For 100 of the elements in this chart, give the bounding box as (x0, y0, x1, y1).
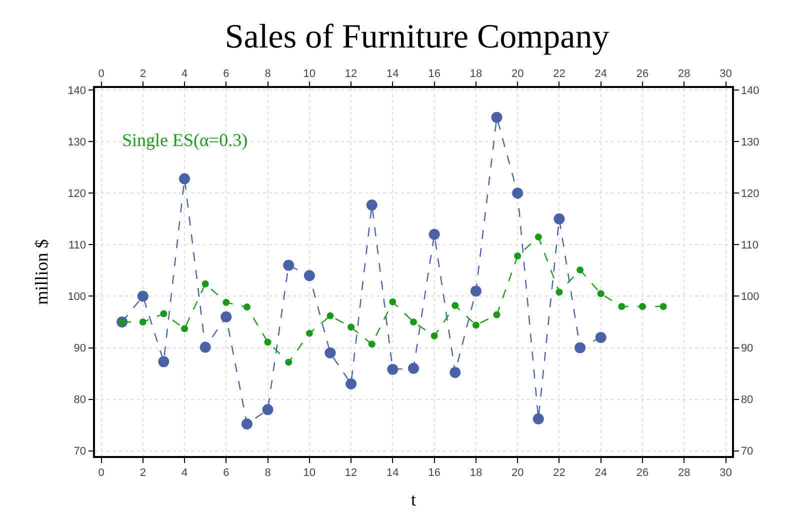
y-tick-label: 110 (68, 240, 86, 252)
point (554, 213, 565, 224)
x-tick-label: 10 (303, 68, 316, 80)
point (574, 342, 586, 354)
x2-tick-label: 16 (428, 466, 440, 479)
x-tick-label: 14 (386, 68, 399, 80)
x2-tick-label: 4 (181, 466, 188, 479)
point (428, 228, 440, 240)
point (618, 303, 626, 310)
point (430, 332, 438, 340)
point (410, 318, 417, 326)
point (534, 233, 542, 240)
y-tick-label: 130 (68, 136, 86, 148)
x-tick-label: 18 (470, 68, 482, 80)
x-axis-title: t (410, 490, 416, 510)
point (304, 270, 315, 282)
x2-tick-label: 12 (344, 466, 358, 479)
point (595, 332, 606, 343)
x-tick-label: 24 (594, 68, 607, 80)
point (241, 418, 252, 430)
x-tick-label: 6 (223, 68, 230, 80)
point (326, 312, 334, 320)
y-axis-title: million $ (31, 239, 52, 305)
x-tick-label: 2 (140, 68, 146, 80)
point (306, 330, 313, 337)
x-tick-label: 12 (344, 68, 358, 80)
point (389, 298, 396, 306)
y2-tick-label: 130 (740, 136, 760, 148)
point (137, 290, 148, 302)
x-tick-label: 8 (264, 68, 271, 80)
point (179, 173, 190, 184)
x-tick-label: 28 (678, 68, 690, 80)
x2-tick-label: 6 (223, 466, 230, 479)
point (220, 311, 232, 322)
chart-title: Sales of Furniture Company (224, 18, 610, 56)
y-tick-label: 140 (68, 84, 86, 97)
x2-tick-label: 24 (594, 466, 607, 479)
x2-tick-label: 30 (720, 466, 732, 479)
x2-tick-label: 26 (636, 466, 649, 479)
point (556, 288, 563, 296)
point (348, 324, 355, 331)
x2-tick-label: 22 (553, 466, 566, 479)
x-tick-label: 20 (511, 68, 524, 80)
point (368, 340, 376, 348)
point (597, 290, 604, 298)
x2-tick-label: 18 (470, 466, 482, 479)
y-tick-label: 90 (74, 342, 86, 355)
x-tick-label: 0 (98, 68, 104, 80)
point (514, 252, 522, 260)
y-tick-label: 80 (74, 394, 86, 406)
y-tick-label: 70 (74, 446, 86, 458)
x2-tick-label: 20 (511, 466, 524, 479)
point (452, 302, 459, 309)
point (139, 318, 146, 326)
x-tick-label: 30 (720, 68, 732, 80)
x-tick-label: 4 (181, 68, 188, 80)
point (387, 364, 398, 375)
y2-tick-label: 80 (740, 394, 754, 406)
point (472, 322, 480, 329)
point (262, 404, 274, 416)
x2-tick-label: 0 (98, 466, 104, 479)
point (285, 358, 292, 366)
point (638, 303, 646, 310)
point (346, 378, 357, 390)
x2-tick-label: 8 (264, 466, 271, 479)
point (408, 362, 419, 374)
y-tick-label: 100 (68, 291, 86, 304)
point (202, 280, 209, 288)
x2-tick-label: 2 (140, 466, 146, 479)
point (160, 310, 168, 318)
point (450, 367, 461, 378)
x-tick-label: 22 (553, 68, 566, 80)
y2-tick-label: 120 (740, 188, 760, 200)
x2-tick-label: 14 (386, 466, 399, 479)
point (491, 112, 502, 123)
point (324, 347, 336, 358)
x2-tick-label: 10 (303, 466, 316, 479)
y2-tick-label: 90 (740, 342, 754, 355)
y2-tick-label: 110 (740, 240, 758, 252)
point (243, 304, 250, 311)
point (200, 342, 211, 353)
point (158, 356, 170, 368)
y2-tick-label: 140 (740, 84, 760, 97)
x-tick-label: 26 (636, 68, 649, 80)
y2-tick-label: 70 (740, 446, 754, 458)
point (660, 303, 667, 310)
point (366, 200, 378, 210)
point (222, 298, 230, 306)
point (283, 260, 294, 271)
x-tick-label: 16 (428, 68, 440, 80)
y-tick-label: 120 (68, 188, 86, 200)
point (512, 188, 524, 199)
point (532, 413, 544, 424)
point (470, 286, 482, 297)
point (493, 311, 500, 318)
x2-tick-label: 28 (678, 466, 690, 479)
text: Single ES(α=0.3) (122, 130, 248, 150)
y2-tick-label: 100 (740, 291, 760, 304)
point (576, 266, 584, 274)
point (264, 338, 272, 346)
